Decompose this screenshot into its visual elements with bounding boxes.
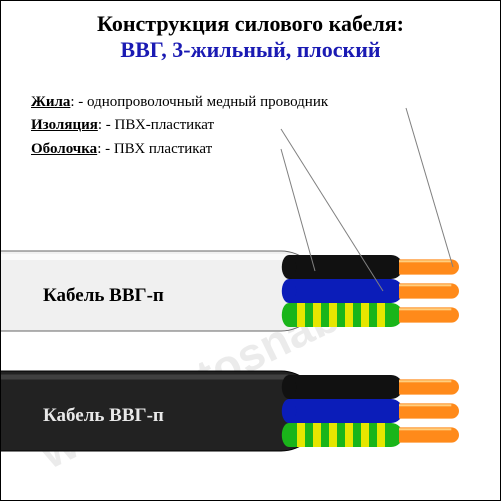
cable-label: Кабель ВВГ-п [43, 285, 164, 307]
cable-label: Кабель ВВГ-п [43, 405, 164, 427]
diagram-frame: www.optosnab.ru Конструкция силового каб… [0, 0, 501, 501]
